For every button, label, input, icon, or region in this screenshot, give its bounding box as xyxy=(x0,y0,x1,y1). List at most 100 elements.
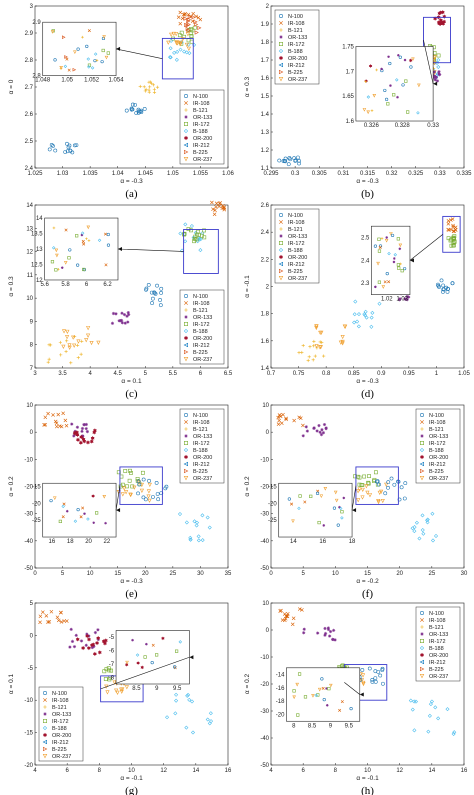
inset-x-tick-label: 5.8 xyxy=(61,282,70,288)
inset-y-tick-label: 14 xyxy=(36,216,43,222)
y-tick-label: 0 xyxy=(30,430,34,436)
point-marker xyxy=(333,638,337,642)
point-marker xyxy=(72,67,77,72)
point-marker xyxy=(166,40,171,45)
point-marker xyxy=(141,477,146,482)
point-marker xyxy=(377,249,382,253)
point-marker xyxy=(152,290,157,295)
point-marker xyxy=(150,301,154,305)
point-marker xyxy=(362,474,367,479)
point-marker xyxy=(163,486,168,491)
point-marker xyxy=(43,415,48,420)
point-marker xyxy=(142,107,147,111)
inset-x-tick-label: 14 xyxy=(290,539,297,545)
point-marker xyxy=(106,666,111,671)
point-marker xyxy=(189,224,194,229)
point-marker xyxy=(321,686,325,690)
point-marker xyxy=(368,65,373,68)
point-marker xyxy=(106,51,110,55)
y-tick-label: 1.8 xyxy=(261,312,270,318)
point-marker xyxy=(380,498,385,504)
legend-entry: IR-212 xyxy=(52,740,69,746)
inset-frame xyxy=(286,667,361,722)
inset-y-tick-label: 2.5 xyxy=(361,236,370,242)
point-marker xyxy=(61,35,66,39)
point-marker xyxy=(320,677,324,681)
point-marker xyxy=(367,666,372,671)
point-marker xyxy=(283,156,288,161)
point-marker xyxy=(419,461,425,467)
legend: N-100IR-108B-121OR-133IR-172B-188OR-200I… xyxy=(38,686,84,762)
y-tick-label: 9 xyxy=(30,319,34,325)
point-marker xyxy=(419,673,425,679)
point-marker xyxy=(60,266,64,270)
point-marker xyxy=(92,429,97,433)
zoom-arrowhead xyxy=(352,508,357,513)
point-marker xyxy=(378,673,383,678)
legend-entry: OR-133 xyxy=(193,115,212,121)
x-tick-label: 1.035 xyxy=(83,171,99,177)
point-marker xyxy=(46,411,50,416)
point-marker xyxy=(349,707,353,711)
point-marker xyxy=(129,107,134,112)
inset-x-tick-label: 16 xyxy=(319,539,326,545)
point-marker xyxy=(84,643,88,647)
point-marker xyxy=(407,295,411,299)
point-marker xyxy=(293,158,298,163)
x-tick-label: 0.295 xyxy=(263,171,279,177)
point-marker xyxy=(187,14,193,20)
inset-y-tick-label: 1.7 xyxy=(346,69,355,75)
point-marker xyxy=(398,297,402,301)
point-marker xyxy=(290,502,294,506)
point-marker xyxy=(74,431,79,435)
point-marker xyxy=(432,55,437,60)
point-marker xyxy=(436,58,441,63)
x-axis-label: α = -0.3 xyxy=(120,578,143,585)
point-marker xyxy=(86,57,91,61)
point-marker xyxy=(96,340,101,345)
point-marker xyxy=(185,32,191,37)
y-tick-label: -10 xyxy=(24,457,33,463)
point-marker xyxy=(147,482,152,488)
y-tick-label: 5 xyxy=(30,601,34,607)
point-marker xyxy=(360,673,366,678)
point-marker xyxy=(76,263,80,267)
point-marker xyxy=(333,490,338,495)
legend-entry: IR-212 xyxy=(429,660,446,666)
point-marker xyxy=(183,342,188,348)
point-marker xyxy=(70,150,75,155)
point-marker xyxy=(284,416,288,421)
inset-y-tick-label: 2.4 xyxy=(361,258,370,264)
inset-x-tick-label: 0.326 xyxy=(364,123,380,129)
y-axis-label: α = 0.1 xyxy=(8,674,15,695)
point-marker xyxy=(314,324,319,329)
point-marker xyxy=(132,485,137,490)
x-tick-label: 14 xyxy=(192,768,199,774)
point-marker xyxy=(302,627,306,631)
point-marker xyxy=(365,490,370,495)
point-marker xyxy=(87,29,91,33)
point-marker xyxy=(366,110,370,115)
point-marker xyxy=(324,427,328,431)
point-marker xyxy=(278,247,284,253)
point-marker xyxy=(71,335,76,340)
point-marker xyxy=(386,485,390,490)
point-marker xyxy=(364,80,367,83)
point-marker xyxy=(55,253,59,258)
point-marker xyxy=(95,511,99,515)
point-marker xyxy=(81,646,86,651)
point-marker xyxy=(308,345,312,349)
legend-entry: IR-108 xyxy=(193,420,210,426)
y-tick-label: 0 xyxy=(266,430,270,436)
inset-y-tick-label: 12 xyxy=(36,278,43,284)
y-tick-label: 1.5 xyxy=(261,94,270,100)
point-marker xyxy=(202,228,206,233)
point-marker xyxy=(340,339,345,345)
point-marker xyxy=(284,614,288,618)
point-marker xyxy=(184,308,188,312)
point-marker xyxy=(390,233,395,238)
legend-entry: IR-172 xyxy=(429,441,446,447)
point-marker xyxy=(180,248,185,253)
point-marker xyxy=(65,57,69,61)
x-tick-label: 3 xyxy=(33,371,37,377)
